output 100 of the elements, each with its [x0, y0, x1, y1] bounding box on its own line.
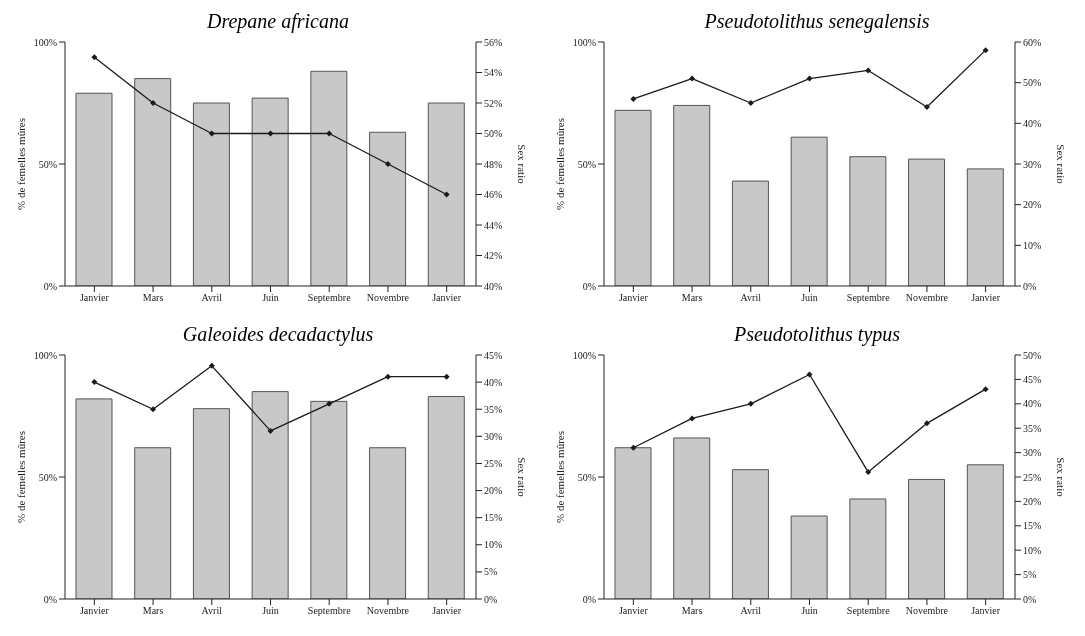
x-tick-label: Juin	[801, 605, 818, 617]
point	[326, 400, 333, 407]
bar	[192, 102, 230, 286]
y2-axis-title: Sex ratio	[1055, 457, 1068, 498]
y2-tick-label: 50%	[1023, 77, 1042, 89]
y2-tick-label: 54%	[484, 67, 503, 79]
x-tick-label: Septembre	[307, 605, 352, 617]
point	[747, 100, 754, 106]
x-tick-label: Janvier	[618, 605, 649, 617]
bar	[192, 408, 230, 599]
bar	[251, 97, 289, 286]
x-tick-label: Janvier	[79, 605, 110, 617]
x-tick-label: Septembre	[846, 292, 891, 304]
y2-axis-title: Sex ratio	[1055, 144, 1068, 185]
bar	[427, 102, 465, 286]
y2-tick-label: 0%	[484, 593, 498, 605]
y-tick-label: 0%	[43, 593, 57, 605]
bar	[614, 109, 652, 286]
point	[150, 100, 157, 106]
y2-tick-label: 45%	[484, 349, 503, 361]
y-axis-title: % de femelles mûres	[14, 118, 27, 210]
point	[806, 371, 813, 378]
point	[208, 130, 215, 137]
x-tick-label: Mars	[681, 605, 703, 617]
bar	[790, 515, 828, 599]
y2-tick-label: 40%	[1023, 117, 1042, 129]
y-tick-label: 0%	[582, 593, 596, 605]
y2-tick-label: 44%	[484, 219, 503, 231]
point	[923, 420, 930, 427]
x-tick-label: Mars	[142, 605, 164, 617]
point	[630, 444, 637, 451]
bar	[908, 478, 946, 599]
y2-tick-label: 45%	[1023, 373, 1042, 385]
x-tick-label: Mars	[681, 292, 703, 304]
x-tick-label: Janvier	[971, 292, 1001, 304]
y2-tick-label: 48%	[484, 158, 503, 170]
y-tick-label: 100%	[572, 36, 596, 48]
y2-tick-label: 20%	[1023, 495, 1042, 507]
y-tick-label: 0%	[43, 280, 57, 292]
y2-tick-label: 20%	[484, 485, 503, 497]
point	[267, 427, 274, 434]
x-tick-label: Avril	[740, 605, 762, 617]
bar	[966, 464, 1004, 599]
bar	[849, 156, 887, 286]
bar	[790, 136, 828, 286]
point	[689, 75, 696, 82]
y2-tick-label: 30%	[1023, 447, 1042, 459]
x-tick-label: Septembre	[846, 605, 891, 617]
x-tick-label: Avril	[201, 605, 223, 617]
x-tick-label: Janvier	[618, 292, 649, 304]
y2-tick-label: 42%	[484, 250, 503, 262]
point	[806, 75, 813, 82]
point	[267, 130, 274, 137]
point	[923, 104, 930, 111]
y2-tick-label: 15%	[484, 512, 503, 524]
bar	[369, 131, 407, 286]
bar	[251, 391, 289, 599]
x-tick-label: Juin	[262, 605, 279, 617]
y2-tick-label: 56%	[484, 36, 503, 48]
y-axis-title: % de femelles mûres	[14, 431, 27, 523]
y2-tick-label: 20%	[1023, 199, 1042, 211]
bar	[731, 180, 769, 286]
point	[689, 415, 696, 422]
y2-tick-label: 5%	[484, 566, 498, 578]
y-tick-label: 50%	[577, 158, 596, 170]
bar	[908, 158, 946, 286]
y2-tick-label: 30%	[484, 430, 503, 442]
point	[982, 47, 989, 54]
x-tick-label: Juin	[801, 292, 818, 304]
point	[982, 386, 989, 393]
point	[384, 373, 391, 380]
x-tick-label: Juin	[262, 292, 279, 304]
x-tick-label: Janvier	[79, 292, 110, 304]
x-tick-label: Janvier	[432, 605, 462, 617]
bar	[134, 447, 172, 599]
y2-tick-label: 10%	[1023, 239, 1042, 251]
x-tick-label: Novembre	[366, 292, 410, 304]
bar	[310, 70, 348, 286]
x-tick-label: Novembre	[905, 292, 949, 304]
y2-tick-label: 30%	[1023, 158, 1042, 170]
point	[150, 406, 157, 413]
y2-tick-label: 35%	[1023, 422, 1042, 434]
y2-tick-label: 25%	[1023, 471, 1042, 483]
y2-tick-label: 60%	[1023, 36, 1042, 48]
y-tick-label: 100%	[572, 349, 596, 361]
y2-tick-label: 52%	[484, 97, 503, 109]
x-tick-label: Novembre	[905, 605, 949, 617]
chart-title: Galeoides decadactylus	[181, 322, 375, 347]
point	[747, 400, 754, 407]
bar	[75, 92, 113, 286]
y-tick-label: 50%	[577, 471, 596, 483]
y2-tick-label: 25%	[484, 457, 503, 469]
y2-tick-label: 5%	[1023, 569, 1037, 581]
y2-tick-label: 10%	[1023, 544, 1042, 556]
x-tick-label: Avril	[201, 292, 223, 304]
point	[630, 95, 637, 102]
bar	[134, 78, 172, 286]
y-tick-label: 50%	[38, 471, 57, 483]
point	[326, 130, 333, 137]
point	[865, 469, 872, 476]
